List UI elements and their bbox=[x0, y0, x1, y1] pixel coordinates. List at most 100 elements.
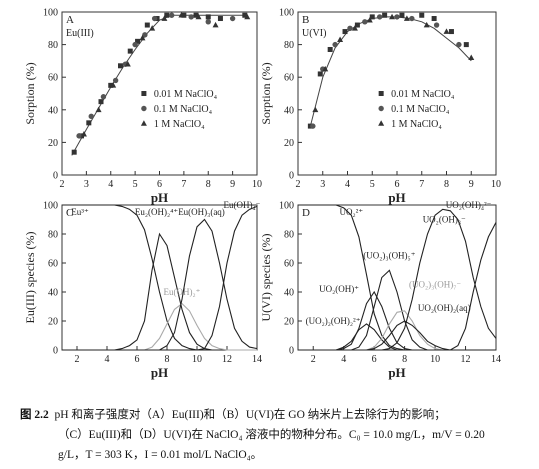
data-point bbox=[76, 133, 82, 139]
data-point bbox=[144, 22, 150, 28]
x-tick-label: 2 bbox=[311, 354, 316, 365]
x-axis-label: pH bbox=[388, 365, 405, 380]
species-curve bbox=[62, 205, 258, 351]
species-curve bbox=[298, 208, 497, 351]
data-point bbox=[127, 48, 133, 54]
y-tick-label: 20 bbox=[284, 317, 294, 328]
x-tick-label: 4 bbox=[105, 354, 110, 365]
fit-curve bbox=[71, 14, 245, 156]
species-curve bbox=[62, 302, 257, 351]
y-tick-label: 100 bbox=[43, 8, 58, 19]
species-label: Eu(OH)₄⁻ bbox=[224, 200, 261, 210]
y-tick-label: 40 bbox=[284, 288, 294, 299]
y-tick-label: 60 bbox=[48, 73, 58, 84]
x-tick-label: 2 bbox=[60, 179, 65, 190]
data-point bbox=[431, 16, 437, 22]
y-tick-label: 80 bbox=[284, 230, 294, 241]
panel-label: D bbox=[302, 207, 310, 219]
x-tick-label: 7 bbox=[419, 179, 424, 190]
data-point bbox=[332, 41, 338, 48]
y-tick-label: 20 bbox=[284, 138, 294, 149]
y-axis-label: Eu(III) species (%) bbox=[23, 232, 37, 324]
x-axis-label: pH bbox=[388, 190, 405, 205]
x-tick-label: 7 bbox=[181, 179, 186, 190]
panel-label: B bbox=[302, 14, 309, 26]
x-tick-label: 10 bbox=[491, 179, 501, 190]
caption-line: g/L，T = 303 K，I = 0.01 mol/L NaClO₄。 bbox=[58, 449, 263, 461]
y-tick-label: 60 bbox=[284, 259, 294, 270]
data-point bbox=[193, 12, 199, 18]
species-label: Eu₂(OH)₂⁴⁺ bbox=[135, 207, 178, 217]
data-point bbox=[394, 14, 400, 20]
species-label: UO₂(OH)₃⁻ bbox=[423, 214, 466, 224]
species-curve bbox=[298, 323, 496, 351]
data-point bbox=[448, 29, 454, 35]
data-point bbox=[71, 149, 77, 155]
x-tick-label: 4 bbox=[108, 179, 113, 190]
data-point bbox=[178, 12, 185, 18]
x-tick-label: 4 bbox=[345, 179, 350, 190]
caption-label: 图 2.2 bbox=[20, 409, 49, 421]
legend-label: 1 M NaClO₄ bbox=[154, 119, 205, 130]
panel-note: Eu(III) bbox=[66, 28, 94, 39]
y-tick-label: 20 bbox=[48, 317, 58, 328]
data-point bbox=[188, 14, 194, 20]
species-curve bbox=[62, 218, 258, 351]
legend-label: 0.1 M NaClO₄ bbox=[391, 104, 450, 115]
data-point bbox=[181, 12, 187, 18]
x-tick-label: 6 bbox=[372, 354, 377, 365]
caption-text: pH 和离子强度对（A）Eu(III)和（B）U(VI)在 GO 纳米片上去除行… bbox=[54, 409, 446, 421]
data-point bbox=[244, 13, 251, 20]
data-point bbox=[389, 13, 396, 20]
data-point bbox=[468, 54, 475, 60]
data-point bbox=[229, 15, 236, 22]
data-point bbox=[312, 106, 319, 113]
legend-marker bbox=[140, 120, 147, 126]
data-point bbox=[161, 15, 168, 21]
y-axis-label: Sorption (%) bbox=[259, 62, 273, 124]
y-tick-label: 0 bbox=[53, 171, 58, 182]
species-label: (UO₂)₃(OH)₅⁺ bbox=[363, 251, 415, 261]
species-label: Eu³⁺ bbox=[71, 207, 89, 217]
data-point bbox=[376, 14, 383, 20]
y-tick-label: 40 bbox=[284, 105, 294, 116]
data-point bbox=[168, 12, 175, 18]
plot-frame bbox=[297, 204, 497, 351]
data-point bbox=[419, 12, 425, 18]
legend-marker bbox=[378, 120, 385, 126]
caption: 图 2.2 pH 和离子强度对（A）Eu(III)和（B）U(VI)在 GO 纳… bbox=[20, 405, 535, 465]
data-point bbox=[112, 77, 119, 84]
y-tick-label: 20 bbox=[48, 138, 58, 149]
x-axis-label: pH bbox=[151, 365, 168, 380]
data-point bbox=[369, 14, 375, 20]
data-point bbox=[100, 94, 107, 100]
y-tick-label: 80 bbox=[48, 230, 58, 241]
data-point bbox=[354, 22, 360, 28]
data-point bbox=[317, 71, 323, 77]
x-tick-label: 2 bbox=[75, 354, 80, 365]
data-point bbox=[149, 25, 156, 31]
species-label: (UO₂)₂(OH)₂²⁺ bbox=[306, 316, 361, 326]
data-point bbox=[399, 12, 405, 18]
y-tick-label: 40 bbox=[48, 288, 58, 299]
panel-label: C bbox=[66, 207, 73, 219]
y-tick-label: 80 bbox=[48, 40, 58, 51]
data-point bbox=[151, 15, 158, 22]
legend-marker bbox=[141, 91, 147, 96]
data-point bbox=[242, 12, 248, 18]
data-point bbox=[95, 106, 102, 113]
data-point bbox=[423, 21, 430, 28]
data-point bbox=[217, 16, 223, 22]
x-tick-label: 9 bbox=[230, 179, 235, 190]
data-point bbox=[456, 41, 462, 48]
y-axis-label: U(VI) species (%) bbox=[259, 234, 273, 322]
x-axis-label: pH bbox=[151, 190, 168, 205]
species-label: UO₂(OH)₂(aq) bbox=[418, 303, 471, 313]
x-tick-label: 6 bbox=[395, 179, 400, 190]
y-tick-label: 60 bbox=[48, 259, 58, 270]
x-tick-label: 5 bbox=[370, 179, 375, 190]
x-tick-label: 10 bbox=[192, 354, 202, 365]
x-tick-label: 5 bbox=[133, 179, 138, 190]
species-curve bbox=[62, 204, 257, 351]
data-point bbox=[382, 12, 388, 18]
